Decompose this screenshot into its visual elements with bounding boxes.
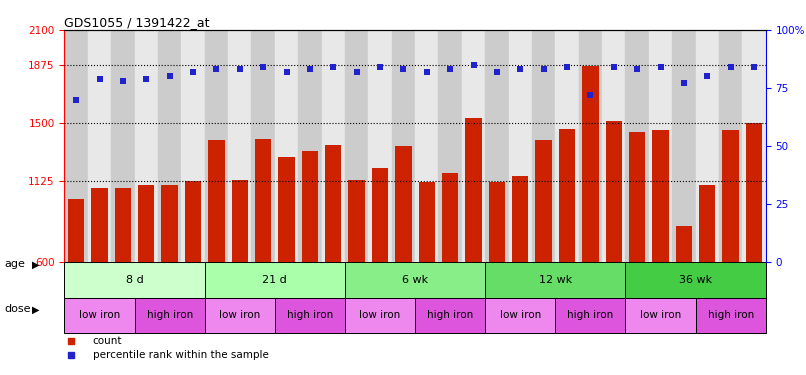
- Bar: [582, 66, 599, 262]
- Bar: [512, 176, 529, 262]
- Bar: [488, 182, 505, 262]
- Text: high iron: high iron: [427, 310, 473, 320]
- Bar: [465, 118, 482, 262]
- Bar: [88, 30, 111, 262]
- Bar: [742, 30, 766, 262]
- Text: low iron: low iron: [359, 310, 401, 320]
- Text: ▶: ▶: [32, 304, 39, 314]
- Bar: [185, 181, 202, 262]
- Bar: [138, 185, 155, 262]
- Bar: [602, 30, 625, 262]
- Bar: [392, 30, 415, 262]
- Bar: [605, 121, 622, 262]
- Bar: [625, 298, 696, 333]
- Text: 8 d: 8 d: [126, 275, 143, 285]
- Bar: [64, 298, 135, 333]
- Bar: [555, 298, 625, 333]
- Bar: [64, 30, 88, 262]
- Bar: [278, 157, 295, 262]
- Bar: [649, 30, 672, 262]
- Bar: [111, 30, 135, 262]
- Text: low iron: low iron: [640, 310, 681, 320]
- Text: GDS1055 / 1391422_at: GDS1055 / 1391422_at: [64, 16, 210, 29]
- Text: ▶: ▶: [32, 260, 39, 269]
- Bar: [208, 140, 225, 262]
- Bar: [231, 180, 248, 262]
- Bar: [509, 30, 532, 262]
- Text: age: age: [4, 260, 25, 269]
- Bar: [625, 262, 766, 298]
- Bar: [275, 30, 298, 262]
- Bar: [535, 140, 552, 262]
- Bar: [559, 129, 575, 262]
- Bar: [301, 152, 318, 262]
- Bar: [298, 30, 322, 262]
- Bar: [415, 30, 438, 262]
- Bar: [325, 145, 342, 262]
- Bar: [485, 262, 625, 298]
- Bar: [348, 180, 365, 262]
- Bar: [205, 30, 228, 262]
- Bar: [415, 298, 485, 333]
- Bar: [395, 146, 412, 262]
- Bar: [114, 189, 131, 262]
- Bar: [368, 30, 392, 262]
- Bar: [161, 184, 178, 262]
- Bar: [438, 30, 462, 262]
- Bar: [418, 182, 435, 262]
- Bar: [722, 130, 739, 262]
- Bar: [746, 123, 762, 262]
- Bar: [68, 198, 85, 262]
- Bar: [696, 298, 766, 333]
- Bar: [251, 30, 275, 262]
- Text: 12 wk: 12 wk: [538, 275, 572, 285]
- Bar: [579, 30, 602, 262]
- Bar: [345, 262, 485, 298]
- Bar: [205, 298, 275, 333]
- Bar: [485, 30, 509, 262]
- Text: count: count: [93, 336, 122, 346]
- Text: dose: dose: [4, 304, 31, 314]
- Bar: [345, 30, 368, 262]
- Text: 21 d: 21 d: [263, 275, 287, 285]
- Bar: [625, 30, 649, 262]
- Text: percentile rank within the sample: percentile rank within the sample: [93, 350, 268, 360]
- Bar: [699, 184, 716, 262]
- Text: 36 wk: 36 wk: [679, 275, 713, 285]
- Bar: [555, 30, 579, 262]
- Bar: [158, 30, 181, 262]
- Bar: [532, 30, 555, 262]
- Text: high iron: high iron: [567, 310, 613, 320]
- Bar: [372, 168, 388, 262]
- Bar: [696, 30, 719, 262]
- Text: low iron: low iron: [219, 310, 260, 320]
- Bar: [135, 30, 158, 262]
- Bar: [629, 132, 646, 262]
- Text: low iron: low iron: [500, 310, 541, 320]
- Bar: [672, 30, 696, 262]
- Bar: [442, 173, 459, 262]
- Bar: [135, 298, 205, 333]
- Bar: [181, 30, 205, 262]
- Text: high iron: high iron: [708, 310, 754, 320]
- Bar: [719, 30, 742, 262]
- Bar: [675, 226, 692, 262]
- Bar: [462, 30, 485, 262]
- Bar: [275, 298, 345, 333]
- Text: high iron: high iron: [147, 310, 193, 320]
- Bar: [205, 262, 345, 298]
- Bar: [228, 30, 251, 262]
- Bar: [64, 262, 205, 298]
- Text: high iron: high iron: [287, 310, 333, 320]
- Text: 6 wk: 6 wk: [402, 275, 428, 285]
- Text: low iron: low iron: [79, 310, 120, 320]
- Bar: [322, 30, 345, 262]
- Bar: [345, 298, 415, 333]
- Bar: [485, 298, 555, 333]
- Bar: [652, 130, 669, 262]
- Bar: [91, 188, 108, 262]
- Bar: [255, 139, 272, 262]
